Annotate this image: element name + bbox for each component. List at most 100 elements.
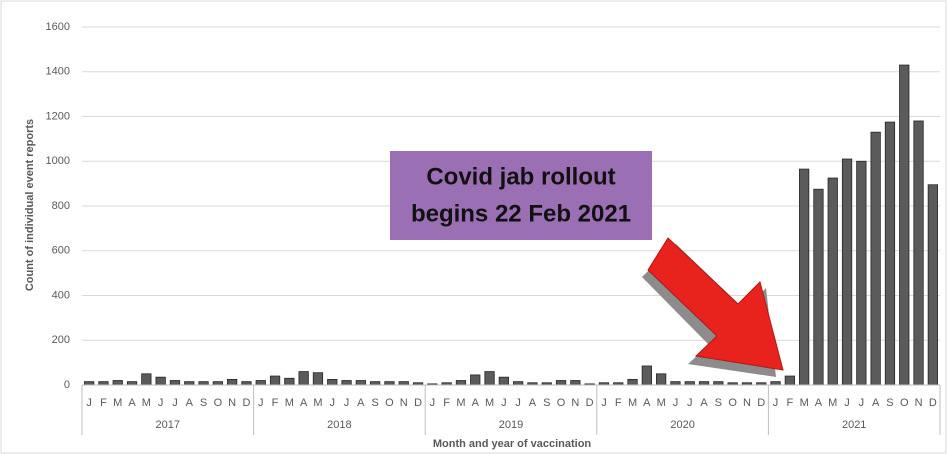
x-tick-label: F <box>100 397 107 409</box>
bar <box>269 375 281 386</box>
x-tick-label: A <box>529 397 537 409</box>
x-tick-label: J <box>687 397 693 409</box>
x-tick-label: D <box>242 397 250 409</box>
group-label: 2021 <box>842 419 866 431</box>
x-tick-label: N <box>400 397 408 409</box>
bar <box>513 381 524 386</box>
annotation-box <box>390 151 652 240</box>
bar <box>126 381 138 386</box>
x-tick-label: O <box>557 397 566 409</box>
y-tick-label: 200 <box>52 334 70 346</box>
x-tick-label: J <box>258 397 264 409</box>
x-tick-label: D <box>757 397 765 409</box>
bar <box>341 380 352 386</box>
x-tick-label: S <box>371 397 378 409</box>
bar <box>470 374 481 386</box>
bar <box>155 376 166 386</box>
group-label: 2020 <box>670 419 694 431</box>
x-tick-label: M <box>828 397 837 409</box>
y-tick-label: 0 <box>64 379 70 391</box>
bar <box>827 177 838 386</box>
bar <box>284 377 295 386</box>
bar <box>899 64 910 386</box>
bar <box>98 381 109 386</box>
x-tick-label: J <box>673 397 679 409</box>
group-label: 2018 <box>327 419 351 431</box>
bar <box>713 381 724 386</box>
x-tick-label: S <box>715 397 722 409</box>
annotation-line: Covid jab rollout <box>426 163 615 190</box>
bar <box>184 381 195 386</box>
bar <box>813 188 824 386</box>
x-tick-label: N <box>571 397 579 409</box>
x-tick-label: F <box>786 397 793 409</box>
x-tick-label: J <box>158 397 164 409</box>
group-label: 2017 <box>156 419 180 431</box>
x-tick-label: J <box>430 397 436 409</box>
x-tick-label: N <box>915 397 923 409</box>
bar <box>84 381 95 386</box>
x-tick-label: F <box>443 397 450 409</box>
y-tick-label: 1600 <box>46 21 70 33</box>
y-tick-label: 800 <box>52 200 70 212</box>
x-tick-label: F <box>272 397 279 409</box>
x-tick-label: J <box>844 397 850 409</box>
x-tick-label: F <box>615 397 622 409</box>
arrow <box>647 237 784 371</box>
bar <box>169 380 181 386</box>
bar <box>255 380 266 386</box>
bar <box>498 376 509 386</box>
bar <box>799 168 810 386</box>
x-tick-label: J <box>859 397 865 409</box>
bar <box>241 381 252 386</box>
annotation-line: begins 22 Feb 2021 <box>411 200 631 227</box>
bar <box>698 381 710 386</box>
x-tick-label: M <box>285 397 294 409</box>
bar <box>870 131 881 386</box>
bar <box>212 381 223 386</box>
bar <box>913 120 924 386</box>
bar <box>398 381 409 386</box>
x-tick-label: D <box>414 397 422 409</box>
x-tick-label: M <box>313 397 322 409</box>
x-tick-label: O <box>385 397 394 409</box>
x-tick-label: M <box>456 397 465 409</box>
x-tick-label: A <box>643 397 651 409</box>
x-tick-label: S <box>543 397 550 409</box>
x-tick-label: D <box>929 397 937 409</box>
x-axis-title: Month and year of vaccination <box>433 438 592 450</box>
bar <box>684 381 695 386</box>
x-tick-label: O <box>214 397 223 409</box>
bar <box>641 365 652 386</box>
bar <box>784 375 795 386</box>
x-tick-label: A <box>872 397 880 409</box>
x-tick-label: A <box>357 397 365 409</box>
bar <box>656 373 667 386</box>
y-tick-label: 1400 <box>46 66 70 78</box>
bar <box>370 381 381 386</box>
bar <box>884 121 896 386</box>
bar <box>384 381 395 386</box>
x-tick-label: J <box>515 397 521 409</box>
x-tick-label: A <box>300 397 308 409</box>
x-tick-label: S <box>200 397 207 409</box>
x-tick-label: O <box>900 397 909 409</box>
bar <box>484 371 495 386</box>
x-tick-label: J <box>773 397 779 409</box>
bar <box>670 381 681 386</box>
bar <box>627 379 638 386</box>
x-tick-label: A <box>186 397 194 409</box>
x-tick-label: M <box>113 397 122 409</box>
x-tick-label: S <box>886 397 893 409</box>
bar <box>770 381 781 386</box>
y-axis-title: Count of individual event reports <box>24 119 36 291</box>
bar <box>198 381 209 386</box>
bar <box>355 380 366 386</box>
x-tick-label: M <box>657 397 666 409</box>
bar <box>555 380 567 386</box>
x-tick-label: N <box>228 397 236 409</box>
y-tick-label: 600 <box>52 245 70 257</box>
